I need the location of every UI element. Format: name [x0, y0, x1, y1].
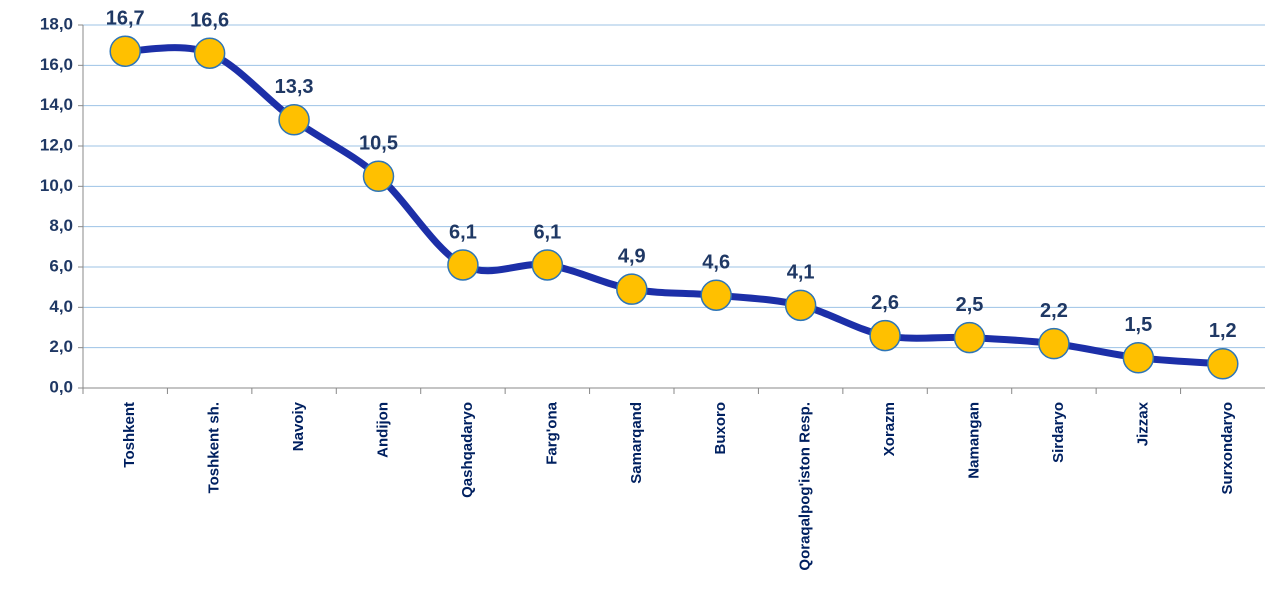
y-tick-label: 4,0 [49, 297, 73, 316]
marker [531, 249, 564, 281]
y-tick-label: 12,0 [40, 135, 73, 154]
x-tick-label: Jizzax [1134, 401, 1151, 446]
data-label: 2,2 [1040, 300, 1068, 322]
data-label: 4,6 [702, 252, 730, 274]
marker [700, 279, 732, 311]
data-label: 2,5 [956, 294, 984, 316]
data-label: 4,1 [787, 262, 815, 284]
marker [278, 104, 310, 136]
marker [1038, 327, 1070, 360]
data-label: 16,7 [106, 7, 145, 29]
marker [869, 319, 901, 352]
y-tick-label: 10,0 [40, 176, 73, 195]
x-tick-label: Sirdaryo [1050, 402, 1067, 463]
y-tick-label: 8,0 [49, 216, 73, 235]
data-label: 16,6 [190, 10, 229, 32]
marker [447, 249, 479, 281]
marker [109, 35, 141, 67]
x-tick-label: Xorazm [881, 402, 898, 456]
x-tick-label: Navoiy [290, 401, 307, 451]
marker [362, 160, 395, 192]
x-tick-label: Farg'ona [543, 401, 560, 464]
y-tick-label: 16,0 [40, 55, 73, 74]
data-label: 6,1 [533, 221, 561, 243]
x-tick-label: Buxoro [712, 402, 729, 455]
x-tick-label: Surxondaryo [1219, 402, 1236, 495]
data-label: 13,3 [275, 76, 314, 98]
x-tick-label: Qoraqalpog'iston Resp. [797, 402, 814, 571]
y-tick-label: 14,0 [40, 95, 73, 114]
x-tick-label: Qashqadaryo [459, 402, 476, 498]
y-tick-label: 2,0 [49, 337, 73, 356]
x-tick-label: Andijon [374, 402, 391, 458]
marker [784, 289, 817, 322]
marker [193, 37, 226, 69]
marker [1207, 348, 1239, 380]
x-tick-label: Samarqand [628, 402, 645, 484]
x-tick-label: Toshkent [121, 402, 138, 468]
y-tick-label: 18,0 [40, 14, 73, 33]
marker [953, 321, 986, 354]
y-tick-label: 0,0 [49, 377, 73, 396]
x-tick-label: Toshkent sh. [206, 402, 223, 493]
data-label: 1,5 [1124, 314, 1152, 336]
data-label: 2,6 [871, 292, 899, 314]
data-label: 4,9 [618, 245, 646, 267]
y-tick-label: 6,0 [49, 256, 73, 275]
data-label: 1,2 [1209, 320, 1237, 342]
x-tick-label: Namangan [965, 402, 982, 479]
data-label: 6,1 [449, 221, 477, 243]
marker [1122, 342, 1155, 374]
marker [616, 273, 648, 305]
data-label: 10,5 [359, 133, 398, 155]
